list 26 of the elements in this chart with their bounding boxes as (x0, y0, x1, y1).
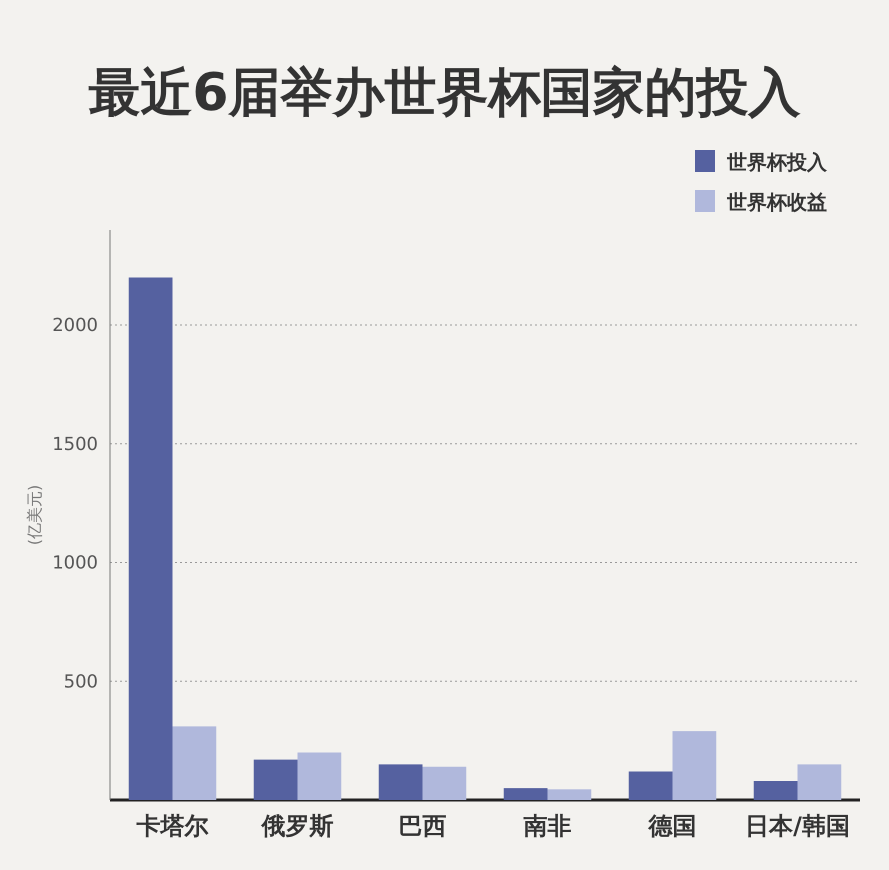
bar (378, 764, 422, 800)
x-tick-label: 卡塔尔 (136, 812, 210, 840)
bar (128, 278, 172, 800)
y-tick-label: 2000 (52, 315, 98, 336)
x-tick-label: 巴西 (398, 812, 446, 840)
y-axis-title: (亿美元) (25, 484, 44, 546)
bar (422, 766, 466, 800)
chart-title: 最近6届举办世界杯国家的投入 (88, 63, 802, 123)
bar (254, 760, 298, 800)
x-tick-label: 德国 (648, 812, 696, 840)
x-tick-label: 俄罗斯 (260, 812, 334, 840)
bar (172, 726, 216, 800)
bar (798, 764, 842, 800)
y-tick-label: 500 (64, 671, 98, 692)
bar (628, 772, 672, 800)
bar (672, 731, 716, 800)
legend-label: 世界杯收益 (726, 190, 827, 214)
bar (754, 781, 798, 800)
legend-label: 世界杯投入 (726, 150, 828, 174)
bar (548, 789, 592, 800)
bar (504, 788, 548, 800)
bar (298, 752, 342, 800)
y-tick-label: 1000 (52, 552, 98, 574)
y-tick-label: 1500 (52, 434, 98, 455)
x-tick-label: 日本/韩国 (745, 812, 850, 840)
x-tick-label: 南非 (522, 812, 572, 840)
